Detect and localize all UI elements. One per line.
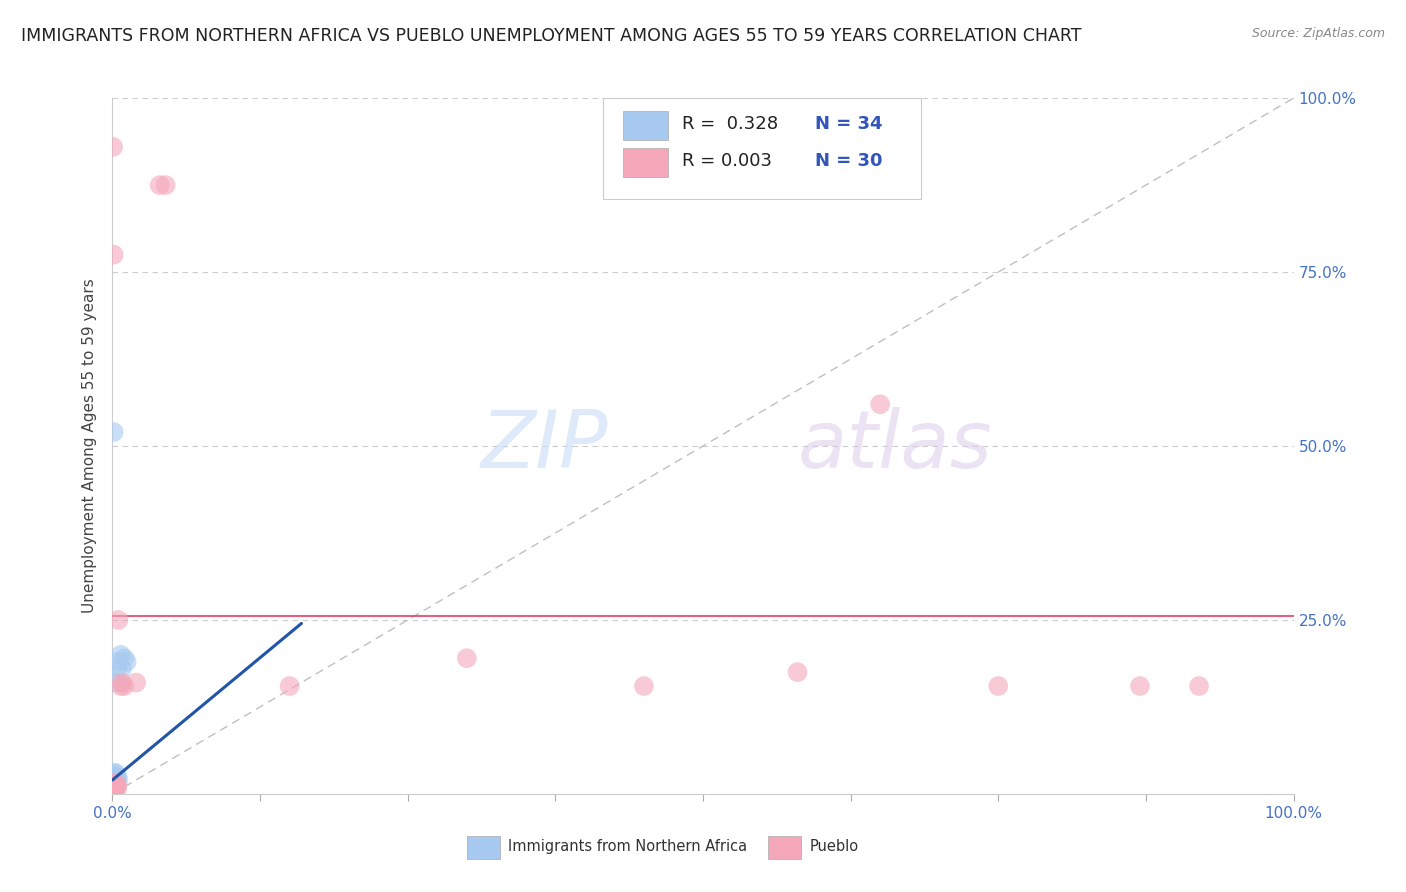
Point xyxy=(103,766,125,780)
Point xyxy=(110,648,132,662)
Point xyxy=(103,247,125,262)
Point xyxy=(103,782,125,797)
Point xyxy=(101,783,124,797)
Text: Immigrants from Northern Africa: Immigrants from Northern Africa xyxy=(508,839,747,855)
Point xyxy=(103,776,125,790)
Point xyxy=(105,781,128,796)
Point xyxy=(103,783,125,797)
Point xyxy=(125,675,148,690)
Point xyxy=(103,783,125,797)
Point xyxy=(101,783,124,797)
Point xyxy=(101,785,124,799)
Point xyxy=(115,655,138,669)
Point xyxy=(103,782,125,797)
Point xyxy=(101,782,124,797)
Text: R = 0.003: R = 0.003 xyxy=(682,152,772,169)
FancyBboxPatch shape xyxy=(603,98,921,199)
Point xyxy=(149,178,172,193)
Point xyxy=(105,779,128,793)
Text: IMMIGRANTS FROM NORTHERN AFRICA VS PUEBLO UNEMPLOYMENT AMONG AGES 55 TO 59 YEARS: IMMIGRANTS FROM NORTHERN AFRICA VS PUEBL… xyxy=(21,27,1081,45)
Point xyxy=(105,769,128,784)
Point xyxy=(104,772,127,787)
Point xyxy=(105,774,128,789)
Point xyxy=(105,675,128,690)
Point xyxy=(103,781,125,796)
Point xyxy=(103,776,125,790)
Point xyxy=(155,178,177,193)
Point xyxy=(101,140,124,154)
Y-axis label: Unemployment Among Ages 55 to 59 years: Unemployment Among Ages 55 to 59 years xyxy=(82,278,97,614)
Point xyxy=(104,780,127,794)
FancyBboxPatch shape xyxy=(623,111,668,140)
Point xyxy=(103,779,125,793)
Point xyxy=(101,781,124,796)
Point xyxy=(103,425,125,439)
Point xyxy=(456,651,478,665)
Point xyxy=(104,781,127,796)
Text: Pueblo: Pueblo xyxy=(810,839,859,855)
Point xyxy=(1188,679,1211,693)
Text: atlas: atlas xyxy=(797,407,993,485)
Point xyxy=(105,766,128,780)
Point xyxy=(786,665,808,680)
Point xyxy=(101,784,124,798)
Point xyxy=(103,772,125,786)
Point xyxy=(112,651,135,665)
Point xyxy=(111,675,134,690)
Text: N = 34: N = 34 xyxy=(815,115,883,133)
Point xyxy=(103,780,125,794)
Point xyxy=(104,769,127,784)
Point xyxy=(103,769,125,784)
Point xyxy=(104,779,127,793)
Point xyxy=(101,782,124,797)
Point xyxy=(101,785,124,799)
Point xyxy=(104,776,127,790)
Point xyxy=(103,785,125,799)
Point xyxy=(105,772,128,786)
Point xyxy=(103,772,125,787)
Point xyxy=(278,679,301,693)
Point xyxy=(107,655,129,669)
FancyBboxPatch shape xyxy=(768,836,801,859)
Point xyxy=(103,780,125,794)
Point xyxy=(1129,679,1152,693)
Point xyxy=(105,776,128,790)
Point xyxy=(112,679,135,693)
Point xyxy=(105,662,128,676)
Text: ZIP: ZIP xyxy=(481,407,609,485)
Point xyxy=(107,613,129,627)
Text: N = 30: N = 30 xyxy=(815,152,883,169)
Point xyxy=(633,679,655,693)
Point xyxy=(107,772,129,787)
Point xyxy=(987,679,1010,693)
Point xyxy=(111,662,134,676)
Point xyxy=(105,780,128,794)
Text: Source: ZipAtlas.com: Source: ZipAtlas.com xyxy=(1251,27,1385,40)
Text: R =  0.328: R = 0.328 xyxy=(682,115,778,133)
Point xyxy=(869,397,891,411)
Point xyxy=(101,785,124,799)
Point xyxy=(110,679,132,693)
FancyBboxPatch shape xyxy=(623,147,668,177)
FancyBboxPatch shape xyxy=(467,836,501,859)
